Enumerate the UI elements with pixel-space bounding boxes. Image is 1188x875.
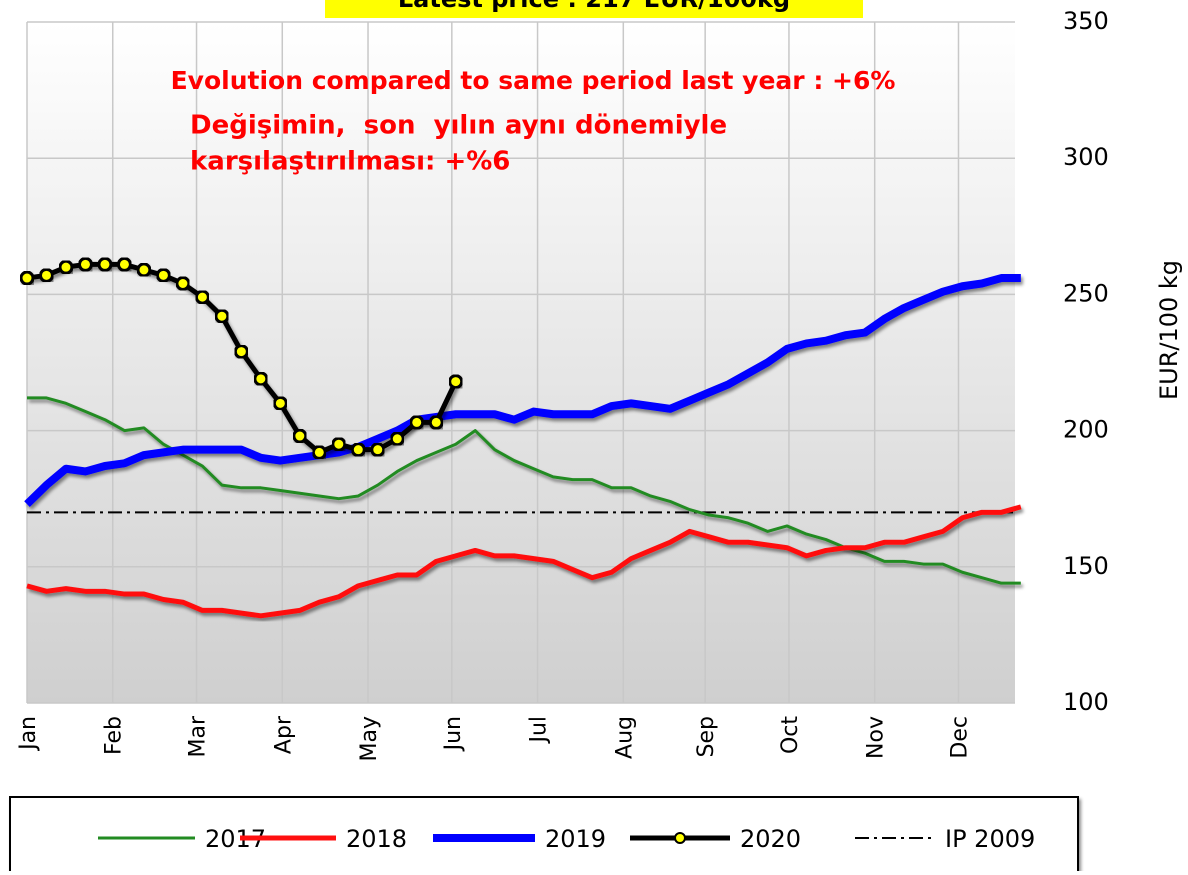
data-point bbox=[389, 431, 405, 447]
legend-label: 2019 bbox=[545, 825, 606, 853]
data-point bbox=[214, 308, 230, 324]
x-tick-label: Jun bbox=[441, 716, 466, 752]
data-point bbox=[58, 259, 74, 275]
legend-label: 2020 bbox=[740, 825, 801, 853]
series-line bbox=[24, 274, 1021, 508]
x-tick-label: Feb bbox=[102, 716, 127, 755]
data-point bbox=[194, 289, 210, 305]
legend-label: 2018 bbox=[346, 825, 407, 853]
data-point bbox=[370, 442, 386, 458]
plot-area bbox=[27, 22, 1015, 703]
x-tick-label: Apr bbox=[271, 715, 296, 754]
y-tick-label: 300 bbox=[1063, 143, 1109, 171]
x-tick-label: Oct bbox=[778, 716, 803, 754]
legend-label: IP 2009 bbox=[945, 825, 1035, 853]
x-tick-label: Jan bbox=[16, 716, 41, 752]
y-tick-label: 150 bbox=[1063, 552, 1109, 580]
data-point bbox=[311, 444, 327, 460]
data-point bbox=[272, 395, 288, 411]
data-point bbox=[116, 256, 132, 272]
data-point bbox=[19, 270, 35, 286]
data-point bbox=[409, 414, 425, 430]
x-tick-label: Jul bbox=[527, 716, 552, 745]
data-point bbox=[428, 414, 444, 430]
legend-marker bbox=[674, 832, 686, 844]
x-tick-label: Mar bbox=[186, 715, 211, 757]
data-point bbox=[136, 262, 152, 278]
series-line bbox=[26, 504, 1022, 619]
annotation: Değişimin, son yılın aynı dönemiyle bbox=[190, 111, 727, 141]
title-box bbox=[325, 0, 863, 18]
y-tick-label: 200 bbox=[1063, 416, 1109, 444]
annotation: Evolution compared to same period last y… bbox=[171, 66, 896, 95]
data-point bbox=[331, 436, 347, 452]
x-tick-label: Nov bbox=[864, 716, 889, 759]
data-point bbox=[292, 428, 308, 444]
data-point bbox=[38, 267, 54, 283]
data-point bbox=[448, 374, 464, 390]
data-point bbox=[350, 442, 366, 458]
x-tick-label: May bbox=[357, 716, 382, 761]
data-point bbox=[97, 256, 113, 272]
data-point bbox=[175, 276, 191, 292]
y-axis-label: EUR/100 kg bbox=[1155, 260, 1183, 400]
x-tick-label: Dec bbox=[947, 716, 972, 759]
y-tick-label: 250 bbox=[1063, 279, 1109, 307]
series-line bbox=[27, 396, 1021, 585]
annotation: karşılaştırılması: +%6 bbox=[190, 147, 510, 177]
y-tick-label: 350 bbox=[1063, 7, 1109, 35]
data-point bbox=[253, 371, 269, 387]
legend bbox=[9, 796, 1079, 875]
x-tick-label: Aug bbox=[612, 716, 637, 759]
data-point bbox=[77, 256, 93, 272]
data-point bbox=[233, 344, 249, 360]
y-tick-label: 100 bbox=[1063, 688, 1109, 716]
x-tick-label: Sep bbox=[694, 716, 719, 757]
data-point bbox=[155, 267, 171, 283]
